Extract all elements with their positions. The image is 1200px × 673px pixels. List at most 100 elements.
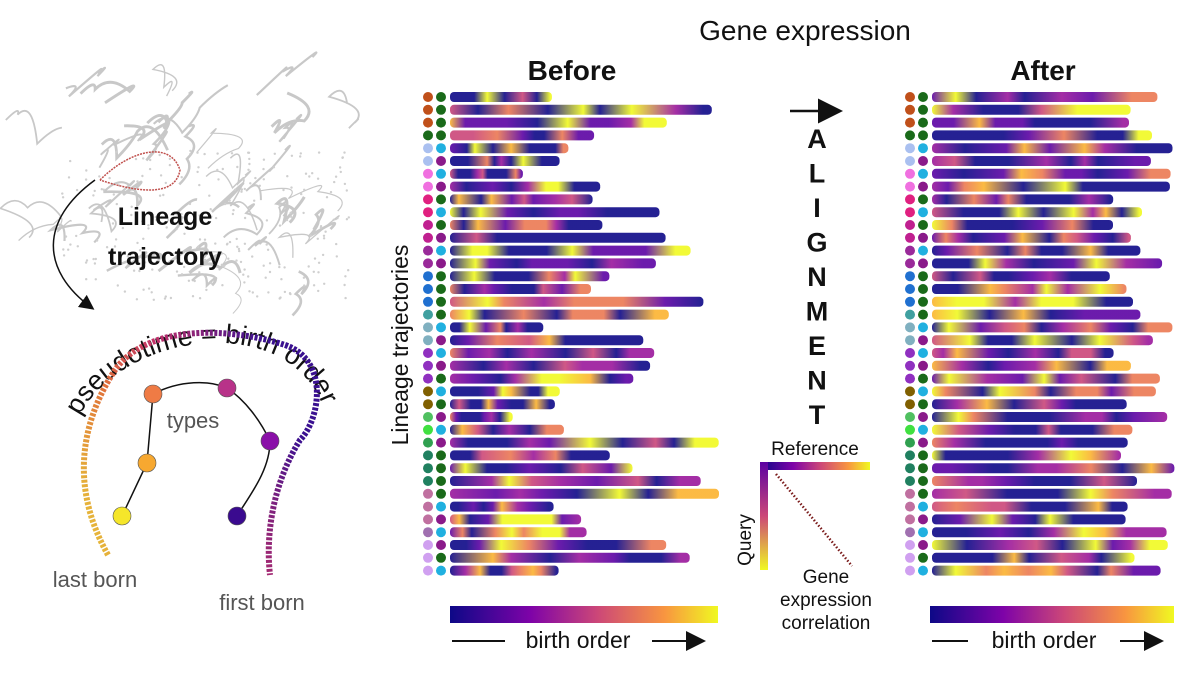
- atlas-cell: [299, 155, 302, 158]
- expression-row: [450, 117, 667, 128]
- atlas-cells: [245, 144, 291, 201]
- lineage-dot: [905, 194, 915, 205]
- after-title: After: [1010, 55, 1075, 86]
- figure-title: Gene expression: [699, 15, 911, 46]
- atlas-cell: [183, 232, 186, 235]
- lineage-dot: [918, 412, 928, 422]
- atlas-cell: [220, 252, 223, 255]
- lineage-dot: [436, 245, 446, 256]
- colorbar: [930, 606, 1174, 623]
- atlas-cells: [0, 199, 62, 239]
- lineage-dot: [918, 424, 928, 435]
- lineage-dot: [905, 463, 915, 474]
- lineage-dot: [436, 360, 446, 371]
- atlas-cell: [92, 257, 95, 261]
- lineage-dot: [905, 527, 915, 538]
- expression-row: [450, 245, 691, 256]
- atlas-cell: [303, 188, 306, 191]
- atlas-cell: [272, 166, 276, 169]
- expression-row: [932, 424, 1133, 435]
- atlas-cell: [148, 167, 152, 171]
- expression-row: [932, 514, 1126, 525]
- lineage-dot: [905, 143, 915, 154]
- expression-row: [450, 335, 644, 346]
- expression-row: [932, 540, 1168, 550]
- atlas-cell: [62, 248, 65, 251]
- expression-row: [932, 168, 1171, 179]
- atlas-cell: [289, 292, 292, 296]
- expression-row: [932, 322, 1173, 333]
- atlas-cell: [159, 174, 163, 177]
- atlas-cells: [210, 251, 242, 314]
- atlas-cell: [334, 175, 338, 178]
- atlas-cell: [323, 282, 326, 285]
- types-label: types: [167, 408, 220, 433]
- atlas-cell: [249, 182, 252, 185]
- lineage-dot: [423, 130, 433, 141]
- atlas-cell: [136, 180, 139, 183]
- lineage-dot: [918, 540, 928, 550]
- atlas-cell: [347, 269, 350, 272]
- atlas-cells: [256, 51, 318, 96]
- expression-row: [450, 181, 601, 192]
- atlas-cell: [173, 251, 176, 255]
- atlas-cell: [134, 157, 138, 161]
- type-node: [143, 384, 163, 404]
- atlas-cell: [142, 211, 145, 214]
- expression-row: [450, 501, 554, 512]
- atlas-cell: [189, 149, 192, 153]
- atlas-cell: [325, 196, 329, 199]
- expression-row: [932, 386, 1156, 397]
- lineage-dot: [436, 476, 446, 486]
- atlas-cell: [138, 249, 142, 252]
- atlas-cell: [285, 218, 289, 222]
- atlas-cell: [102, 188, 106, 191]
- atlas-cell: [280, 278, 283, 281]
- atlas-cells: [327, 89, 360, 129]
- lineage-dot: [436, 348, 446, 358]
- lineage-dot: [918, 220, 928, 230]
- atlas-cell: [93, 262, 97, 265]
- expression-row: [932, 527, 1167, 538]
- atlas-cells: [291, 270, 310, 317]
- caption-line: expression: [780, 590, 872, 611]
- atlas-cell: [75, 234, 78, 238]
- atlas-cell: [262, 167, 265, 171]
- expression-row: [450, 156, 560, 166]
- alignment-letter: E: [808, 331, 826, 361]
- lineage-dot: [918, 501, 928, 512]
- lineage-dot: [423, 373, 433, 384]
- atlas-cell: [175, 270, 179, 273]
- lineage-dot: [905, 412, 915, 422]
- expression-row: [450, 309, 669, 320]
- atlas-cells: [211, 182, 245, 213]
- atlas-cell: [273, 152, 276, 155]
- lineage-dot: [905, 399, 915, 410]
- expression-row: [932, 450, 1121, 461]
- expression-row: [450, 360, 651, 371]
- atlas-cell: [67, 176, 71, 179]
- atlas-cell: [268, 262, 272, 265]
- atlas-cell: [343, 182, 347, 186]
- lineage-dot: [436, 104, 446, 115]
- atlas-cell: [243, 268, 246, 271]
- expression-row: [932, 284, 1127, 294]
- atlas-cell: [130, 213, 133, 217]
- atlas-cell: [160, 215, 163, 219]
- atlas-cell: [180, 212, 183, 216]
- lineage-dot: [423, 399, 433, 410]
- lineage-dot: [905, 476, 915, 486]
- lineage-dot: [918, 514, 928, 525]
- atlas-cell: [116, 284, 120, 287]
- atlas-cell: [317, 271, 320, 274]
- atlas-cell: [203, 152, 206, 156]
- atlas-cell: [115, 150, 118, 154]
- expression-row: [450, 399, 555, 410]
- atlas-cell: [67, 248, 70, 251]
- atlas-cell: [316, 177, 320, 180]
- lineage-dot: [423, 156, 433, 166]
- atlas-cell: [226, 242, 229, 245]
- atlas-cell: [335, 242, 338, 246]
- type-node: [217, 378, 237, 398]
